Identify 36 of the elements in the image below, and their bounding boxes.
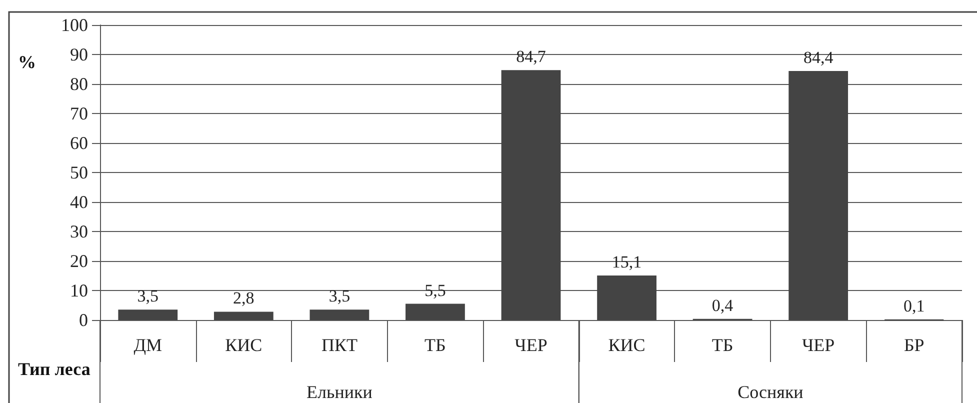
text: Ельники (306, 382, 373, 402)
data-label: 0,1 (903, 296, 925, 316)
y-tick-label: 60 (70, 133, 88, 153)
bar (118, 310, 178, 320)
bar (310, 310, 370, 320)
bar (214, 312, 274, 320)
y-tick-label: 100 (61, 15, 88, 35)
y-tick-label: 50 (70, 162, 88, 182)
y-tick-label: 20 (70, 251, 88, 271)
y-axis-title: % (18, 52, 36, 72)
y-tick-label: 0 (79, 310, 88, 330)
y-tick-label: 40 (70, 192, 88, 212)
x-tick-label: ЧЕР (802, 335, 835, 355)
y-tick-label: 80 (70, 74, 88, 94)
x-tick-label: ТБ (712, 335, 734, 355)
x-tick-label: КИС (608, 335, 646, 355)
x-tick-label: КИС (225, 335, 262, 355)
x-tick-label: ТБ (424, 335, 446, 355)
y-tick-label: 30 (70, 222, 88, 242)
bar (597, 275, 656, 320)
bar (788, 71, 848, 320)
x-tick-label: БР (904, 335, 924, 355)
data-label: 2,8 (233, 288, 254, 308)
data-label: 0,4 (712, 296, 734, 315)
y-tick-label: 10 (70, 280, 88, 300)
x-axis-title: Тип леса (18, 359, 90, 379)
y-tick-label: 90 (70, 44, 88, 64)
x-tick-label: ПКТ (321, 335, 358, 355)
data-label: 3,5 (137, 286, 159, 306)
data-label: 3,5 (328, 286, 350, 306)
bar (501, 70, 561, 320)
x-tick-label: ЧЕР (514, 335, 548, 355)
bar (406, 304, 465, 320)
text: Сосняки (738, 382, 804, 402)
y-tick-label: 70 (70, 104, 88, 124)
x-tick-label: ДМ (134, 335, 162, 355)
